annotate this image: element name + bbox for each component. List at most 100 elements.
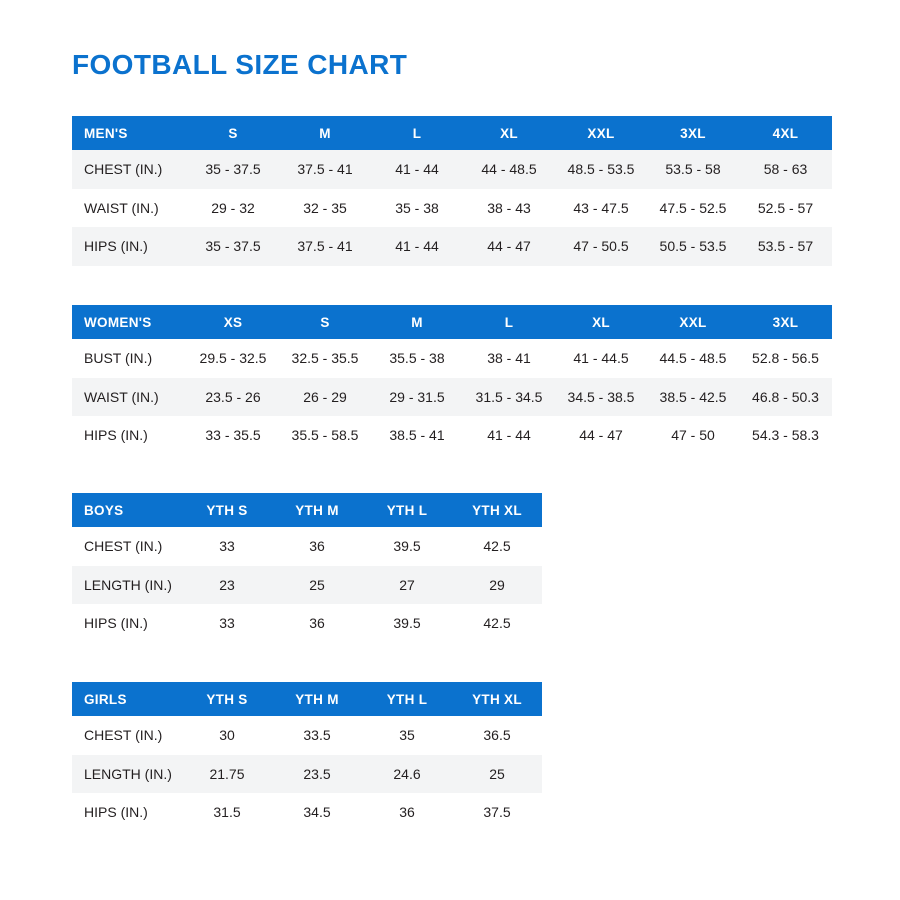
data-cell: 44 - 47: [579, 427, 623, 444]
data-cell: 30: [219, 727, 235, 744]
boys-header-cell-2: YTH M: [295, 502, 339, 518]
womens-header-cell-3: M: [411, 314, 423, 330]
data-cell: 35 - 38: [395, 199, 439, 216]
data-cell: 26 - 29: [303, 388, 347, 405]
data-cell: 33: [219, 615, 235, 632]
data-cell: 48.5 - 53.5: [567, 161, 635, 178]
data-cell: 35.5 - 58.5: [291, 427, 359, 444]
data-cell: 35.5 - 38: [389, 350, 445, 367]
data-cell: 23.5: [303, 765, 331, 782]
data-cell: 29 - 31.5: [389, 388, 445, 405]
girls-header-cell-0: GIRLS: [84, 691, 127, 707]
boys-size-table: BOYS YTH S YTH M YTH L YTH XL CHEST (IN.…: [72, 493, 542, 643]
row-label: CHEST (IN.): [84, 161, 163, 178]
row-label: CHEST (IN.): [84, 727, 163, 744]
mens-header-cell-4: XL: [500, 125, 518, 141]
table-row: WAIST (IN.) 29 - 32 32 - 35 35 - 38 38 -…: [72, 188, 832, 227]
data-cell: 31.5 - 34.5: [475, 388, 543, 405]
data-cell: 44 - 47: [487, 238, 531, 255]
table-row: CHEST (IN.) 30 33.5 35 36.5: [72, 716, 542, 755]
table-row: HIPS (IN.) 33 36 39.5 42.5: [72, 604, 542, 643]
mens-header-cell-7: 4XL: [772, 125, 799, 141]
data-cell: 42.5: [483, 615, 511, 632]
data-cell: 47 - 50.5: [573, 238, 629, 255]
womens-header-row: WOMEN'S XS S M L XL XXL 3XL: [72, 305, 832, 339]
girls-size-table: GIRLS YTH S YTH M YTH L YTH XL CHEST (IN…: [72, 682, 542, 832]
data-cell: 24.6: [393, 765, 421, 782]
data-cell: 53.5 - 57: [757, 238, 814, 255]
mens-header-cell-1: S: [228, 125, 238, 141]
data-cell: 39.5: [393, 538, 421, 555]
womens-header-cell-7: 3XL: [772, 314, 799, 330]
table-row: BUST (IN.) 29.5 - 32.5 32.5 - 35.5 35.5 …: [72, 339, 832, 378]
table-row: CHEST (IN.) 35 - 37.5 37.5 - 41 41 - 44 …: [72, 150, 832, 189]
womens-header-cell-2: S: [320, 314, 330, 330]
row-label: HIPS (IN.): [84, 427, 148, 444]
mens-header-cell-3: L: [412, 125, 422, 141]
data-cell: 39.5: [393, 615, 421, 632]
data-cell: 41 - 44.5: [573, 350, 629, 367]
data-cell: 23.5 - 26: [205, 388, 261, 405]
data-cell: 27: [399, 576, 415, 593]
data-cell: 47.5 - 52.5: [659, 199, 727, 216]
data-cell: 35 - 37.5: [205, 238, 261, 255]
data-cell: 34.5: [303, 804, 331, 821]
data-cell: 37.5 - 41: [297, 161, 353, 178]
data-cell: 36: [309, 538, 325, 555]
data-cell: 46.8 - 50.3: [752, 388, 819, 405]
data-cell: 41 - 44: [487, 427, 531, 444]
row-label: LENGTH (IN.): [84, 765, 172, 782]
data-cell: 23: [219, 576, 235, 593]
data-cell: 35 - 37.5: [205, 161, 261, 178]
boys-header-cell-0: BOYS: [84, 502, 124, 518]
data-cell: 36.5: [483, 727, 511, 744]
data-cell: 43 - 47.5: [573, 199, 629, 216]
row-label: WAIST (IN.): [84, 388, 159, 405]
mens-header-cell-5: XXL: [587, 125, 615, 141]
boys-header-cell-3: YTH L: [386, 502, 428, 518]
table-row: HIPS (IN.) 31.5 34.5 36 37.5: [72, 793, 542, 832]
row-label: WAIST (IN.): [84, 199, 159, 216]
data-cell: 32 - 35: [303, 199, 347, 216]
row-label: HIPS (IN.): [84, 615, 148, 632]
data-cell: 42.5: [483, 538, 511, 555]
data-cell: 44.5 - 48.5: [659, 350, 727, 367]
data-cell: 47 - 50: [671, 427, 715, 444]
data-cell: 29.5 - 32.5: [199, 350, 267, 367]
data-cell: 44 - 48.5: [481, 161, 537, 178]
table-row: CHEST (IN.) 33 36 39.5 42.5: [72, 527, 542, 566]
table-row: WAIST (IN.) 23.5 - 26 26 - 29 29 - 31.5 …: [72, 377, 832, 416]
boys-header-cell-4: YTH XL: [472, 502, 522, 518]
row-label: HIPS (IN.): [84, 804, 148, 821]
row-label: LENGTH (IN.): [84, 576, 172, 593]
data-cell: 36: [309, 615, 325, 632]
table-row: LENGTH (IN.) 23 25 27 29: [72, 565, 542, 604]
data-cell: 58 - 63: [763, 161, 808, 178]
data-cell: 33.5: [303, 727, 331, 744]
data-cell: 52.5 - 57: [757, 199, 814, 216]
mens-header-cell-6: 3XL: [680, 125, 706, 141]
mens-size-table: MEN'S S M L XL XXL 3XL 4XL CHEST (IN.) 3…: [72, 116, 832, 266]
data-cell: 38.5 - 41: [389, 427, 445, 444]
data-cell: 21.75: [209, 765, 245, 782]
row-label: HIPS (IN.): [84, 238, 148, 255]
row-label: BUST (IN.): [84, 350, 153, 367]
table-row: LENGTH (IN.) 21.75 23.5 24.6 25: [72, 754, 542, 793]
boys-header-row: BOYS YTH S YTH M YTH L YTH XL: [72, 493, 542, 527]
page-title: FOOTBALL SIZE CHART: [72, 49, 408, 80]
data-cell: 38 - 43: [487, 199, 531, 216]
mens-header-cell-2: M: [319, 125, 331, 141]
data-cell: 36: [399, 804, 415, 821]
data-cell: 35: [399, 727, 415, 744]
data-cell: 25: [309, 576, 325, 593]
mens-header-cell-0: MEN'S: [84, 125, 128, 141]
data-cell: 41 - 44: [395, 161, 439, 178]
girls-header-cell-1: YTH S: [206, 691, 248, 707]
girls-header-cell-4: YTH XL: [472, 691, 522, 707]
data-cell: 32.5 - 35.5: [291, 350, 359, 367]
data-cell: 33: [219, 538, 235, 555]
data-cell: 25: [489, 765, 505, 782]
mens-header-row: MEN'S S M L XL XXL 3XL 4XL: [72, 116, 832, 150]
data-cell: 38 - 41: [487, 350, 531, 367]
